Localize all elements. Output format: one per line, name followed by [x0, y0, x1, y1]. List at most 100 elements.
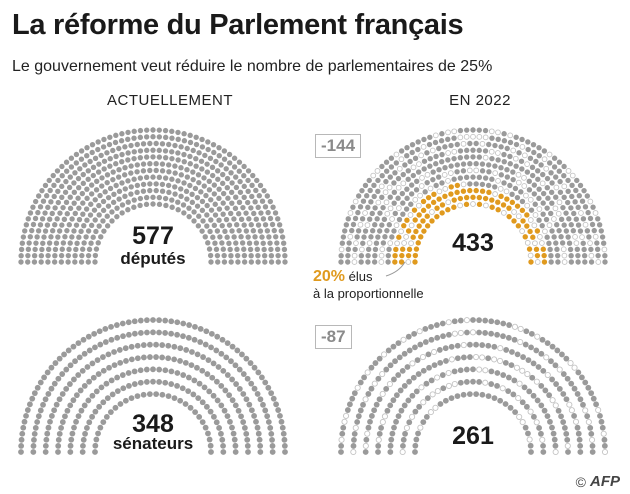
seat [259, 374, 265, 381]
seat [564, 199, 571, 206]
removed-seat [352, 198, 359, 205]
removed-seat [381, 413, 389, 420]
seat [84, 364, 91, 370]
seat [531, 413, 537, 420]
seat [53, 401, 60, 408]
seat [101, 228, 107, 234]
seat [264, 193, 271, 199]
seat [190, 169, 196, 175]
removed-seat [394, 240, 400, 247]
seat [485, 393, 492, 400]
seat [75, 340, 82, 346]
seat [530, 360, 537, 367]
seat [570, 228, 577, 234]
seat [476, 379, 483, 385]
seat [93, 436, 100, 443]
proportional-seat [448, 191, 454, 197]
removed-seat [445, 177, 451, 184]
seat [90, 164, 97, 171]
seat [180, 372, 187, 378]
removed-seat [364, 430, 371, 437]
seat [561, 163, 567, 170]
removed-seat [573, 240, 580, 246]
seat [245, 449, 251, 455]
seat [97, 341, 104, 348]
seat [62, 413, 68, 420]
removed-seat [401, 240, 407, 246]
proportional-annotation: 20% élus à la proportionnelle [313, 268, 424, 302]
seat [131, 204, 137, 210]
removed-seat [379, 246, 386, 253]
seat [272, 210, 279, 216]
removed-seat [495, 129, 501, 136]
seat [121, 172, 128, 178]
seat [552, 442, 559, 449]
seat [81, 402, 88, 409]
seat [454, 162, 460, 168]
seat [530, 392, 537, 399]
seat [560, 371, 567, 377]
seat [110, 176, 116, 183]
removed-seat [382, 189, 389, 196]
seat [95, 139, 101, 145]
seat [179, 385, 186, 392]
seat [375, 177, 381, 184]
seat [602, 253, 608, 259]
seat [95, 146, 101, 153]
seat [216, 195, 222, 202]
seat [187, 132, 193, 139]
seat [504, 174, 511, 180]
removed-seat [362, 210, 368, 216]
seat [194, 194, 201, 201]
seat [96, 161, 102, 167]
seat [575, 259, 581, 265]
removed-seat [418, 384, 425, 391]
seat [67, 442, 74, 449]
seat [485, 355, 492, 362]
seat [383, 366, 390, 373]
seat [545, 195, 551, 201]
seat [448, 395, 455, 402]
seat [122, 193, 128, 199]
removed-seat [350, 448, 357, 456]
seat [56, 228, 63, 234]
seat [488, 368, 495, 375]
removed-seat [561, 252, 568, 259]
seat [563, 430, 570, 437]
seat [162, 367, 169, 374]
seat [95, 430, 101, 437]
proportional-seat [392, 259, 398, 265]
seat [232, 449, 239, 455]
seat [185, 334, 192, 341]
seat [198, 189, 204, 195]
seat [268, 390, 275, 397]
seat [189, 349, 195, 355]
seat [226, 222, 233, 228]
seat [216, 206, 223, 212]
seat [19, 430, 26, 437]
seat [67, 381, 73, 387]
seat [512, 185, 519, 192]
removed-seat [445, 319, 452, 326]
removed-seat [379, 370, 386, 378]
seat [260, 216, 267, 222]
seat [175, 207, 181, 213]
seat [425, 351, 432, 358]
proportional-seat [413, 246, 420, 252]
removed-seat [393, 222, 400, 229]
seat [84, 217, 90, 223]
seat [464, 329, 470, 336]
seat [72, 259, 78, 265]
removed-seat [492, 191, 498, 197]
seat [274, 246, 281, 253]
seat [482, 127, 489, 134]
seat [186, 213, 192, 220]
seat [395, 413, 402, 420]
removed-seat [595, 406, 602, 414]
seat [204, 223, 210, 229]
seat [280, 240, 287, 246]
seat [526, 388, 533, 395]
proportional-seat [541, 252, 547, 259]
seat [273, 401, 279, 408]
removed-seat [393, 151, 400, 158]
